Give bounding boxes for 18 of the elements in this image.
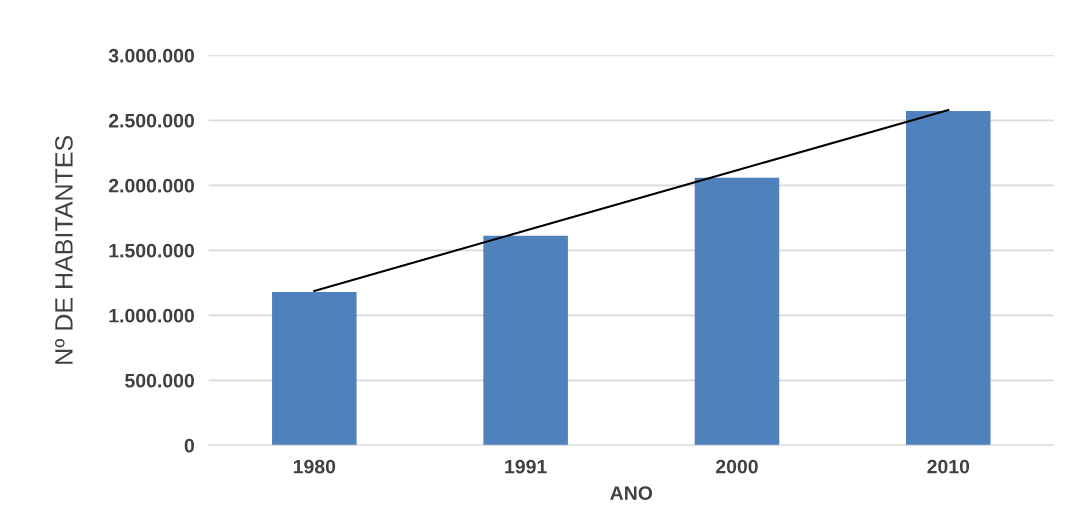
line-series xyxy=(313,108,950,292)
y-tick-label: 2.000.000 xyxy=(108,178,194,193)
x-tick-label: 1991 xyxy=(505,459,547,474)
x-tick-label: 2000 xyxy=(716,459,758,474)
y-tick-label: 1.000.000 xyxy=(109,308,194,323)
y-axis-title: Nº DE HABITANTES xyxy=(55,136,73,364)
y-tick-label: 1.500.000 xyxy=(109,243,194,258)
bar xyxy=(272,291,357,446)
y-tick-label: 3.000.000 xyxy=(108,48,194,63)
x-tick-label: 2010 xyxy=(927,459,970,474)
y-tick-label: 500.000 xyxy=(125,373,194,388)
x-axis-title: ANO xyxy=(610,486,653,500)
y-tick-label: 2.500.000 xyxy=(108,113,194,128)
bar xyxy=(694,177,780,446)
x-tick-label: 1980 xyxy=(293,459,336,474)
bar xyxy=(906,111,991,446)
bar xyxy=(483,235,568,446)
y-tick-label: 0 xyxy=(184,438,194,453)
